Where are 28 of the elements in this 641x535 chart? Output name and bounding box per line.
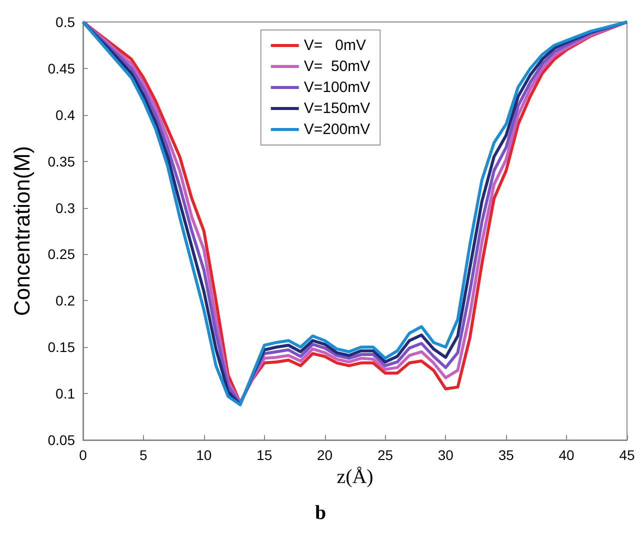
y-tick-label: 0.05: [48, 432, 76, 448]
x-tick-label: 0: [79, 447, 88, 463]
y-tick-label: 0.35: [48, 153, 76, 170]
y-axis-title: Concentration(M): [10, 146, 34, 316]
x-tick-label: 40: [558, 447, 575, 463]
y-tick-label: 0.15: [48, 339, 76, 356]
legend-label: V=150mV: [304, 100, 370, 117]
y-tick-label: 0.2: [56, 292, 76, 309]
x-tick-label: 20: [316, 447, 333, 463]
legend-label: V=100mV: [304, 79, 370, 96]
legend-label: V= 0mV: [304, 37, 366, 54]
x-tick-label: 30: [438, 447, 454, 463]
text: b: [314, 502, 326, 524]
y-tick-label: 0.3: [56, 200, 76, 216]
x-tick-label: 25: [377, 447, 394, 463]
x-tick-label: 35: [498, 447, 514, 463]
y-tick-label: 0.5: [56, 14, 76, 30]
x-tick-label: 45: [619, 447, 635, 463]
legend-label: V=200mV: [304, 121, 370, 138]
x-axis-title: z(Å): [336, 466, 374, 488]
y-tick-label: 0.1: [56, 386, 76, 402]
y-tick-label: 0.4: [56, 106, 76, 123]
x-tick-label: 10: [196, 447, 212, 463]
legend-label: V= 50mV: [304, 58, 370, 75]
y-tick-label: 0.45: [48, 60, 76, 76]
x-tick-label: 15: [256, 447, 272, 463]
y-tick-label: 0.25: [48, 246, 76, 262]
x-tick-label: 5: [140, 447, 148, 463]
